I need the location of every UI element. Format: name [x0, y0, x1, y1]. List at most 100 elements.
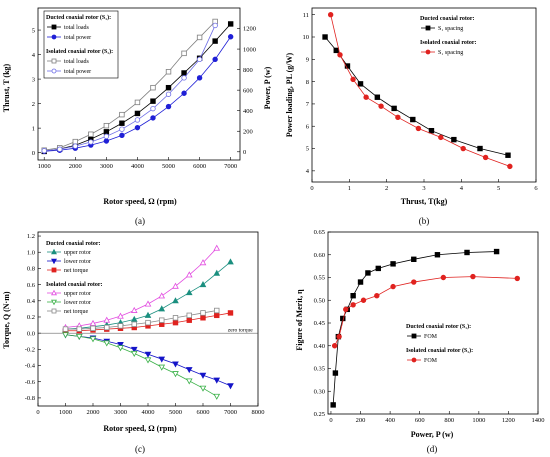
- data-point: [213, 377, 221, 384]
- y-tick-label: 3: [32, 76, 35, 83]
- data-point: [181, 75, 187, 81]
- y-tick-label: 0.45: [314, 320, 325, 327]
- data-point: [411, 256, 417, 262]
- x-tick-label: 4000: [131, 163, 144, 170]
- y-tick-label: 0.35: [314, 366, 325, 373]
- data-point: [186, 312, 192, 319]
- y2-tick-label: 400: [243, 108, 253, 115]
- data-point: [130, 350, 138, 357]
- y-axis-label: Figure of Merit, η: [295, 289, 304, 351]
- data-point: [134, 117, 141, 123]
- data-point: [350, 302, 356, 308]
- data-point: [158, 292, 166, 299]
- data-point: [200, 310, 206, 316]
- data-point: [357, 81, 364, 87]
- annotation-zero-torque: zero torque: [228, 328, 253, 334]
- data-point: [72, 138, 78, 145]
- y-tick-label: 0.60: [314, 252, 325, 259]
- data-point: [213, 269, 221, 276]
- data-point: [89, 319, 97, 326]
- legend-marker: [51, 289, 57, 296]
- legend-label: lower rotor: [64, 300, 91, 306]
- panel-tag: (a): [135, 216, 145, 226]
- data-point: [213, 393, 221, 400]
- legend-label: net torque: [64, 309, 88, 315]
- data-point: [464, 249, 470, 256]
- data-point: [350, 76, 356, 83]
- data-point: [158, 356, 166, 363]
- data-point: [196, 34, 203, 41]
- y-tick-label: -0.4: [25, 363, 36, 370]
- chart-panel-d: 0 200 400 600 800 1000 1200 1400 0.25 0.30 0.35 0.4…: [295, 229, 545, 454]
- x-tick-label: 5000: [162, 163, 175, 170]
- data-point: [212, 22, 218, 29]
- data-point: [117, 323, 124, 329]
- data-point: [378, 103, 384, 109]
- data-point: [213, 244, 221, 251]
- data-point: [374, 293, 380, 299]
- y-tick-label: 0.8: [27, 266, 35, 273]
- legend-label: S₁ spacing: [438, 50, 463, 56]
- data-point: [365, 270, 371, 276]
- data-point: [144, 351, 152, 358]
- x-axis-label: Rotor speed, Ω (rpm): [103, 424, 177, 433]
- y-tick-label: 0.0: [27, 330, 35, 337]
- data-point: [103, 133, 110, 140]
- data-point: [336, 333, 342, 340]
- x-tick-label: 6000: [197, 409, 210, 416]
- y-tick-label: 10: [303, 34, 310, 41]
- data-point: [200, 315, 206, 321]
- data-point: [119, 132, 125, 139]
- x-tick-label: 8000: [252, 409, 265, 416]
- data-point: [134, 110, 141, 117]
- chart-panel-c: zero torque 0 1000 2000 3000 4000 5000 6000 7000…: [2, 231, 265, 454]
- y-tick-label: 11: [303, 12, 309, 19]
- legend-marker: [51, 258, 57, 265]
- data-point: [199, 372, 207, 379]
- data-point: [337, 52, 343, 58]
- legend: Ducted coaxial rotor (S₁): total loads tot…: [43, 10, 119, 79]
- y-tick-label: 1: [32, 125, 35, 132]
- data-point: [150, 84, 156, 91]
- data-point: [144, 357, 152, 364]
- data-point: [227, 34, 234, 40]
- series-0: [41, 21, 234, 155]
- legend-marker: [51, 308, 57, 314]
- y2-tick-label: 800: [243, 67, 253, 74]
- x-tick-label: 600: [415, 417, 425, 424]
- y-tick-label: 7: [306, 101, 310, 108]
- x-tick-label: 2000: [69, 163, 82, 170]
- legend-group-title: Ducted coaxial rotor (S₁):: [406, 323, 471, 330]
- series-line: [332, 251, 497, 405]
- data-point: [332, 370, 339, 376]
- data-point: [199, 385, 207, 392]
- data-point: [343, 306, 349, 313]
- data-point: [330, 402, 336, 408]
- data-point: [331, 343, 338, 349]
- data-point: [158, 364, 166, 371]
- data-point: [214, 312, 220, 319]
- data-point: [391, 105, 397, 112]
- data-point: [134, 99, 141, 106]
- data-point: [227, 310, 234, 316]
- data-point: [57, 146, 63, 152]
- x-tick-label: 3000: [100, 163, 113, 170]
- legend-label: net torque: [64, 268, 88, 274]
- data-point: [62, 332, 69, 339]
- data-point: [119, 120, 125, 126]
- data-point: [333, 47, 339, 54]
- data-point: [165, 103, 172, 110]
- data-point: [505, 152, 511, 158]
- legend-label: FOM: [424, 358, 438, 364]
- data-point: [360, 297, 367, 303]
- y2-tick-label: 1000: [243, 46, 256, 53]
- data-point: [103, 138, 110, 144]
- data-point: [181, 70, 187, 76]
- x-tick-label: 5: [497, 185, 500, 192]
- legend-label: lower rotor: [64, 259, 91, 265]
- data-point: [75, 333, 83, 340]
- y-axis-label: Torque, Q (N·m): [2, 291, 11, 348]
- y2-tick-label: 200: [243, 128, 253, 135]
- data-point: [172, 371, 179, 378]
